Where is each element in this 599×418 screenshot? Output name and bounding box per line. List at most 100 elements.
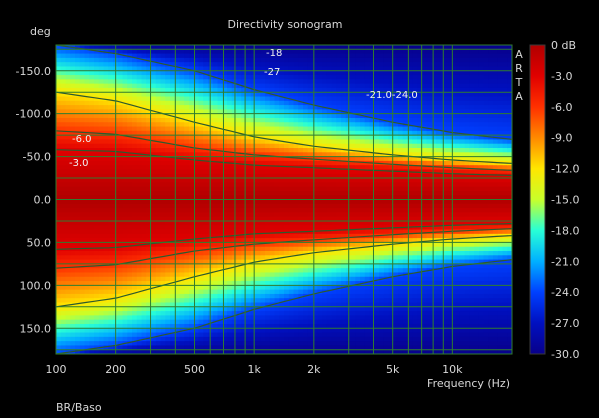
heatmap-cell <box>246 160 252 166</box>
heatmap-cell <box>56 130 62 136</box>
heatmap-cell <box>317 323 323 329</box>
heatmap-cell <box>189 165 195 171</box>
heatmap-cell <box>203 117 209 123</box>
heatmap-cell <box>246 199 252 205</box>
heatmap-cell <box>70 263 76 269</box>
heatmap-cell <box>179 302 185 308</box>
heatmap-cell <box>236 233 242 239</box>
heatmap-cell <box>246 293 252 299</box>
heatmap-cell <box>184 298 190 304</box>
heatmap-cell <box>189 113 195 119</box>
heatmap-cell <box>117 79 124 85</box>
heatmap-cell <box>246 92 252 98</box>
heatmap-cell <box>236 251 242 256</box>
heatmap-cell <box>326 345 333 351</box>
heatmap-cell <box>260 152 266 158</box>
heatmap-cell <box>322 311 328 316</box>
heatmap-cell <box>89 62 95 68</box>
heatmap-cell <box>326 109 333 115</box>
heatmap-cell <box>246 272 252 278</box>
heatmap-cell <box>193 92 200 98</box>
heatmap-cell <box>317 152 323 158</box>
heatmap-cell <box>374 349 380 354</box>
heatmap-cell <box>56 323 62 329</box>
heatmap-cell <box>141 165 147 171</box>
heatmap-cell <box>70 135 76 141</box>
heatmap-cell <box>75 135 81 141</box>
heatmap-cell <box>355 246 361 252</box>
heatmap-cell <box>84 87 90 93</box>
heatmap-cell <box>217 130 223 136</box>
heatmap-cell <box>127 113 133 119</box>
heatmap-cell <box>84 323 90 329</box>
heatmap-cell <box>189 315 195 321</box>
heatmap-cell <box>170 135 176 141</box>
heatmap-cell <box>369 268 375 274</box>
heatmap-cell <box>94 79 100 85</box>
heatmap-cell <box>70 190 76 196</box>
heatmap-cell <box>236 105 242 110</box>
heatmap-cell <box>383 45 390 50</box>
heatmap-cell <box>364 92 371 98</box>
heatmap-cell <box>179 298 185 304</box>
heatmap-cell <box>350 268 356 274</box>
heatmap-cell <box>184 199 190 205</box>
heatmap-cell <box>355 242 361 248</box>
heatmap-cell <box>170 242 176 248</box>
heatmap-cell <box>56 53 62 59</box>
heatmap-cell <box>369 126 375 132</box>
heatmap-cell <box>203 66 209 72</box>
heatmap-cell <box>117 349 124 354</box>
heatmap-cell <box>203 276 209 282</box>
heatmap-cell <box>122 212 128 218</box>
heatmap-cell <box>184 242 190 248</box>
heatmap-cell <box>65 113 71 119</box>
heatmap-cell <box>155 135 162 141</box>
heatmap-cell <box>374 229 380 235</box>
heatmap-cell <box>288 83 295 89</box>
heatmap-cell <box>317 263 323 269</box>
heatmap-cell <box>70 251 76 256</box>
heatmap-cell <box>322 285 328 291</box>
heatmap-cell <box>374 169 380 175</box>
heatmap-cell <box>193 289 200 295</box>
heatmap-cell <box>127 289 133 295</box>
heatmap-cell <box>98 246 105 252</box>
heatmap-cell <box>269 113 276 119</box>
heatmap-cell <box>151 66 157 72</box>
heatmap-cell <box>298 160 304 166</box>
heatmap-cell <box>241 117 247 123</box>
heatmap-cell <box>65 57 71 63</box>
heatmap-cell <box>322 276 328 282</box>
heatmap-cell <box>293 143 299 149</box>
heatmap-cell <box>127 130 133 136</box>
heatmap-cell <box>160 259 166 265</box>
heatmap-cell <box>189 109 195 115</box>
heatmap-cell <box>231 208 238 213</box>
heatmap-cell <box>193 100 200 106</box>
heatmap-cell <box>355 199 361 205</box>
heatmap-cell <box>117 75 124 80</box>
heatmap-cell <box>284 49 290 55</box>
heatmap-cell <box>160 323 166 329</box>
heatmap-cell <box>94 156 100 162</box>
heatmap-cell <box>165 45 171 50</box>
heatmap-cell <box>136 336 143 342</box>
heatmap-cell <box>279 233 285 239</box>
heatmap-cell <box>279 332 285 338</box>
heatmap-cell <box>160 66 166 72</box>
heatmap-cell <box>160 87 166 93</box>
heatmap-cell <box>127 100 133 106</box>
heatmap-cell <box>179 285 185 291</box>
heatmap-cell <box>274 83 280 89</box>
heatmap-cell <box>189 212 195 218</box>
heatmap-cell <box>184 345 190 351</box>
heatmap-cell <box>288 311 295 316</box>
heatmap-cell <box>274 208 280 213</box>
heatmap-cell <box>103 203 109 209</box>
heatmap-cell <box>160 109 166 115</box>
heatmap-cell <box>255 148 261 153</box>
heatmap-cell <box>269 281 276 286</box>
heatmap-cell <box>136 319 143 325</box>
heatmap-cell <box>374 302 380 308</box>
